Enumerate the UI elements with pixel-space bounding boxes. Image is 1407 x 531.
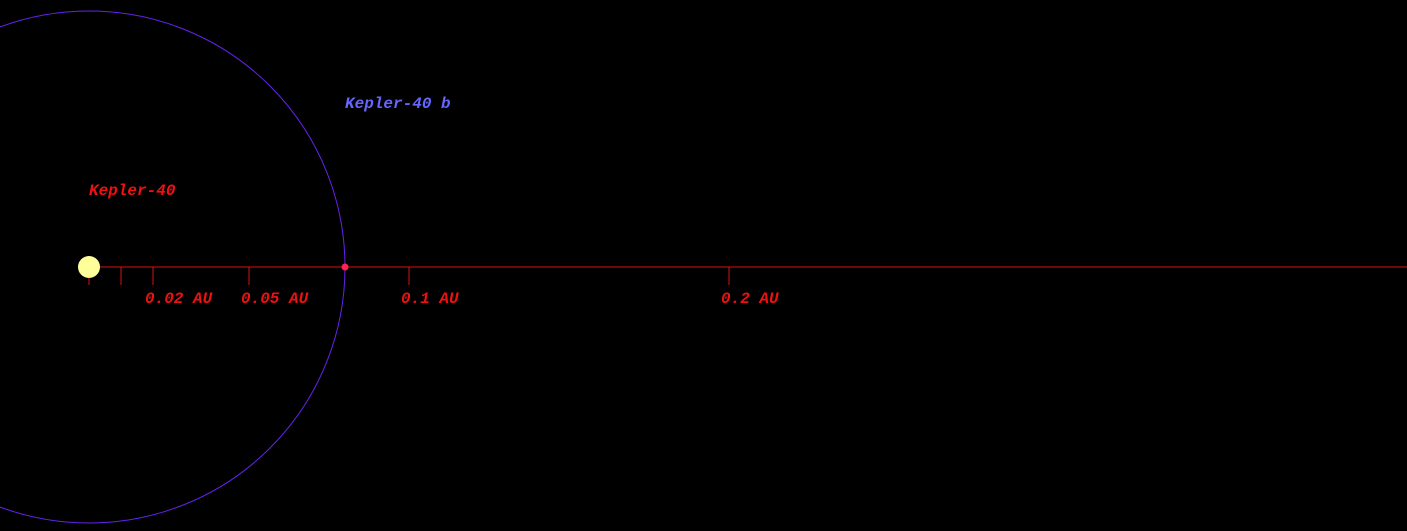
planet-label: Kepler-40 b: [345, 95, 451, 113]
star-label: Kepler-40: [89, 182, 176, 200]
scale-tick-label: 0.1 AU: [401, 290, 459, 308]
scale-tick-label: 0.2 AU: [721, 290, 779, 308]
scale-tick-label: 0.05 AU: [241, 290, 309, 308]
star: [78, 256, 100, 278]
planet: [341, 263, 349, 271]
scale-tick-label: 0.02 AU: [145, 290, 213, 308]
